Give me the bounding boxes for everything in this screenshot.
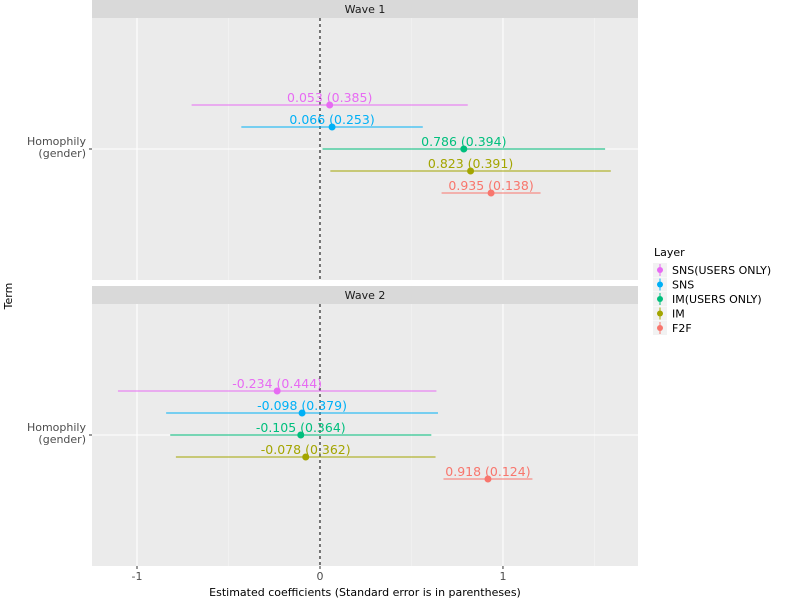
x-tick-label: 1 <box>499 570 506 583</box>
legend-key-point <box>657 281 663 288</box>
y-tick-label: Homophily <box>27 421 87 434</box>
data-label: 0.935 (0.138) <box>448 178 533 193</box>
data-label: 0.053 (0.385) <box>287 90 372 105</box>
panel-strip <box>92 0 638 18</box>
legend-key-point <box>657 267 663 273</box>
x-tick-label: 0 <box>316 570 323 583</box>
point-estimate <box>297 431 305 439</box>
point-estimate <box>487 189 495 197</box>
panel-1: Wave 1 Homophily(gender) 0.053 (0.385) 0.06… <box>27 0 638 280</box>
legend-title: Layer <box>654 246 685 259</box>
point-estimate <box>273 387 281 395</box>
data-label: -0.078 (0.362) <box>261 442 351 457</box>
panel-title: Wave 1 <box>345 3 386 16</box>
x-axis-label: Estimated coefficients (Standard error i… <box>209 586 521 599</box>
legend-label: SNS(USERS ONLY) <box>672 264 771 277</box>
legend-label: IM(USERS ONLY) <box>672 293 762 306</box>
point-estimate <box>484 475 492 483</box>
data-label: -0.105 (0.364) <box>256 420 346 435</box>
y-axis-label: Term <box>2 283 15 311</box>
data-label: -0.098 (0.379) <box>257 398 347 413</box>
data-label: 0.066 (0.253) <box>289 112 374 127</box>
x-tick-label: -1 <box>132 570 143 583</box>
legend-key-point <box>657 310 663 317</box>
panel-title: Wave 2 <box>345 289 386 302</box>
y-tick-label: Homophily <box>27 135 87 148</box>
point-estimate <box>467 167 475 175</box>
legend-label: SNS <box>672 279 694 292</box>
data-label: 0.786 (0.394) <box>421 134 506 149</box>
point-estimate <box>328 123 336 131</box>
panel-2: Wave 2 Homophily(gender) -0.234 (0.444) -0.… <box>27 286 638 566</box>
data-label: -0.234 (0.444) <box>232 376 322 391</box>
point-estimate <box>460 145 468 153</box>
y-tick-label: (gender) <box>38 433 86 446</box>
point-estimate <box>302 453 310 461</box>
data-label: 0.823 (0.391) <box>428 156 513 171</box>
legend-label: F2F <box>672 322 692 335</box>
legend-key-point <box>657 325 663 331</box>
legend-key-point <box>657 296 663 302</box>
point-estimate <box>298 409 306 417</box>
data-label: 0.918 (0.124) <box>445 464 530 479</box>
panel-strip <box>92 286 638 304</box>
point-estimate <box>326 101 334 109</box>
legend-label: IM <box>672 308 685 321</box>
y-tick-label: (gender) <box>38 147 86 160</box>
